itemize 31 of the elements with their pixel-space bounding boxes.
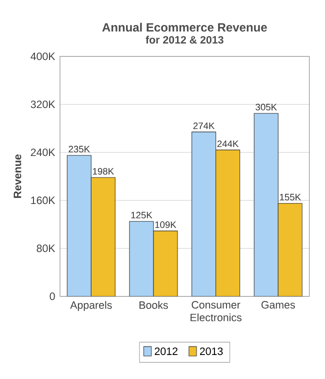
bar xyxy=(216,150,240,296)
data-label: 274K xyxy=(193,122,215,130)
chart-title: Annual Ecommerce Revenue xyxy=(102,22,267,32)
data-label: 235K xyxy=(68,146,90,152)
bar xyxy=(153,230,178,296)
x-tick-label: Consumer Electronics xyxy=(190,301,242,322)
y-axis-title: Revenue xyxy=(14,154,22,198)
y-tick-label: 160K xyxy=(31,196,56,204)
y-tick-label: 320K xyxy=(30,100,56,108)
y-tick-label: 0 xyxy=(50,292,55,300)
bar xyxy=(192,132,216,296)
legend-label: 2012 xyxy=(154,348,178,356)
data-label: 109K xyxy=(155,221,176,228)
x-tick-label: Books xyxy=(140,301,168,309)
data-label: 305K xyxy=(256,104,277,110)
x-tick-label: Apparels xyxy=(70,301,112,311)
bar xyxy=(67,155,92,296)
data-label: 125K xyxy=(131,212,152,218)
y-tick-label: 400K xyxy=(30,52,56,60)
bar xyxy=(254,113,278,296)
data-label: 155K xyxy=(280,194,301,200)
bar xyxy=(129,221,154,296)
x-tick-label: Games xyxy=(262,301,295,309)
data-label: 244K xyxy=(217,140,239,148)
chart-subtitle: for 2012 & 2013 xyxy=(146,36,224,44)
y-tick-label: 80K xyxy=(36,244,56,252)
bar xyxy=(91,178,116,296)
data-label: 198K xyxy=(92,168,114,175)
y-tick-label: 240K xyxy=(30,148,56,156)
legend-label: 2013 xyxy=(200,348,223,356)
bar xyxy=(278,203,302,296)
